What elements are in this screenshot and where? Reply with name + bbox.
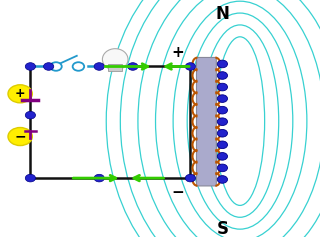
- Circle shape: [73, 62, 84, 71]
- Text: +: +: [171, 45, 184, 60]
- Circle shape: [217, 176, 228, 183]
- Circle shape: [25, 63, 36, 70]
- Circle shape: [44, 63, 54, 70]
- FancyBboxPatch shape: [196, 57, 216, 186]
- Circle shape: [217, 118, 228, 126]
- FancyBboxPatch shape: [108, 64, 122, 71]
- Circle shape: [94, 63, 104, 70]
- Ellipse shape: [102, 49, 128, 70]
- Circle shape: [128, 63, 138, 70]
- Circle shape: [217, 153, 228, 160]
- Circle shape: [25, 174, 36, 182]
- Text: −: −: [14, 130, 26, 144]
- Circle shape: [185, 174, 196, 182]
- Text: N: N: [215, 5, 229, 23]
- Circle shape: [217, 106, 228, 114]
- Circle shape: [217, 83, 228, 91]
- Text: −: −: [171, 185, 184, 200]
- Circle shape: [94, 174, 104, 182]
- Circle shape: [185, 63, 196, 70]
- Circle shape: [217, 95, 228, 102]
- Circle shape: [217, 164, 228, 172]
- Circle shape: [8, 85, 32, 103]
- Circle shape: [25, 111, 36, 119]
- Text: +: +: [15, 87, 26, 100]
- Circle shape: [217, 60, 228, 68]
- Circle shape: [217, 129, 228, 137]
- Circle shape: [217, 141, 228, 149]
- Circle shape: [217, 72, 228, 79]
- Circle shape: [8, 127, 32, 146]
- Circle shape: [50, 62, 62, 71]
- Text: S: S: [216, 220, 228, 238]
